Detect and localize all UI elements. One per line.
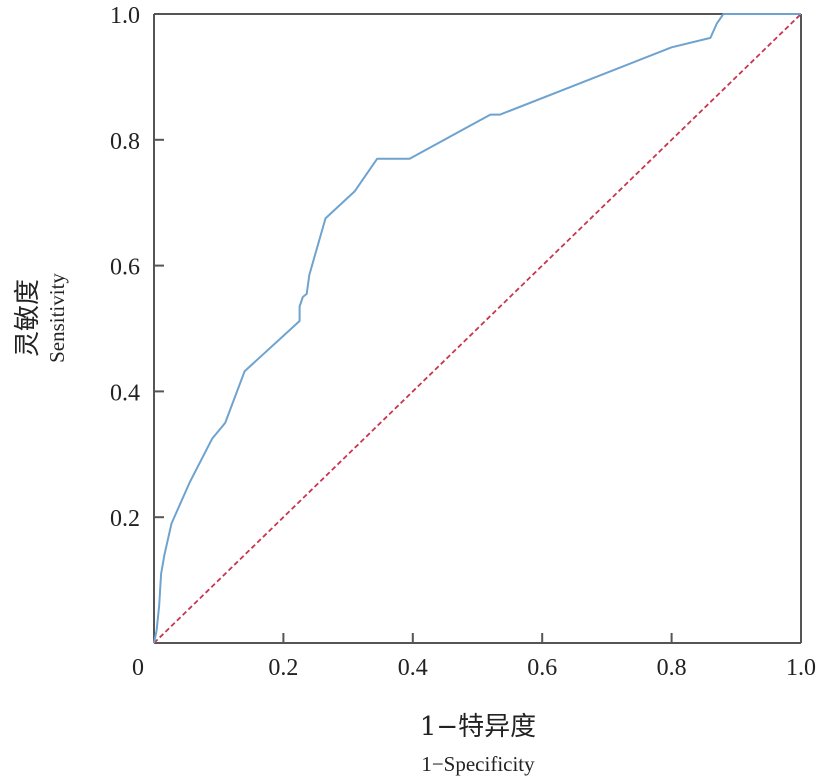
roc-curve-line bbox=[153, 13, 801, 644]
x-axis-title-en: 1−Specificity bbox=[421, 752, 535, 776]
x-tick-label: 0.8 bbox=[657, 655, 687, 681]
origin-label: 0 bbox=[132, 655, 144, 681]
x-tick-label: 0.4 bbox=[398, 655, 428, 681]
y-axis-title-en: Sensitivity bbox=[45, 273, 69, 363]
x-tick-label: 1.0 bbox=[786, 655, 816, 681]
reference-diagonal-line bbox=[153, 13, 802, 644]
y-tick-label: 0.8 bbox=[110, 129, 140, 155]
x-axis-title-cn: 1−特异度 bbox=[420, 712, 536, 742]
plot-area: 0.2 0.4 0.6 0.8 1.0 0.2 0.4 0.6 0.8 1.0 bbox=[110, 3, 816, 681]
y-axis-title-cn: 灵敏度 bbox=[13, 279, 43, 357]
series-layer bbox=[153, 13, 802, 644]
y-tick-label: 0.4 bbox=[110, 380, 140, 406]
y-tick-label: 0.2 bbox=[110, 506, 140, 532]
x-tick-label: 0.2 bbox=[268, 655, 298, 681]
x-ticks: 0.2 0.4 0.6 0.8 1.0 bbox=[268, 633, 816, 681]
y-tick-label: 0.6 bbox=[110, 255, 140, 281]
x-tick-label: 0.6 bbox=[527, 655, 557, 681]
y-tick-label: 1.0 bbox=[110, 3, 140, 29]
y-ticks: 0.2 0.4 0.6 0.8 1.0 bbox=[110, 3, 164, 532]
